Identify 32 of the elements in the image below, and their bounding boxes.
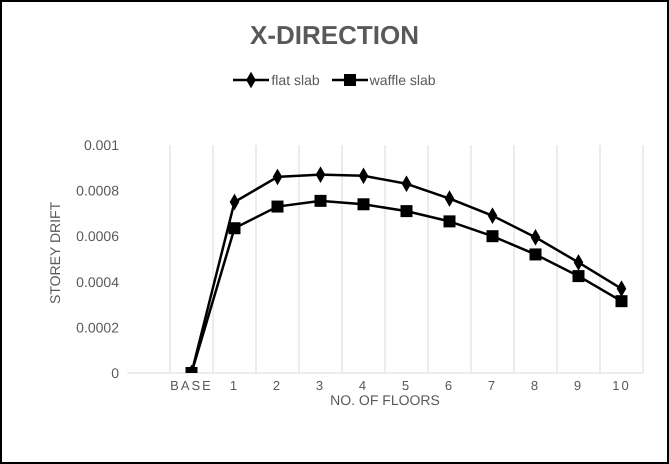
x-tick-label: 5 — [402, 378, 412, 394]
point — [616, 295, 628, 308]
point — [444, 215, 456, 228]
x-axis-title: NO. OF FLOORS — [330, 392, 440, 408]
point — [400, 205, 412, 218]
point — [486, 230, 498, 242]
point — [530, 248, 542, 260]
point — [314, 194, 326, 207]
x-tick-label: 2 — [272, 378, 282, 394]
x-tick-label: BASE — [170, 378, 213, 394]
y-tick-label: 0.0004 — [76, 274, 120, 290]
y-tick-label: 0.0002 — [76, 319, 120, 336]
point — [272, 200, 284, 213]
y-tick-label: 0.001 — [84, 136, 120, 153]
point — [228, 222, 240, 234]
y-tick-label: 0.0008 — [76, 182, 120, 199]
x-tick-label: 7 — [488, 378, 498, 394]
x-tick-label: 10 — [612, 378, 631, 394]
x-tick-label: 6 — [444, 378, 454, 394]
x-tick-label: 9 — [574, 378, 584, 394]
y-axis-title: STOREY DRIFT — [46, 201, 63, 304]
legend-label: waffle slab — [370, 72, 436, 88]
x-tick-label: 3 — [316, 378, 326, 394]
legend-label: flat slab — [271, 72, 320, 88]
x-tick-label: 4 — [358, 378, 368, 394]
x-tick-label: 1 — [230, 378, 240, 394]
chart-title: X-DIRECTION — [249, 20, 420, 51]
y-tick-label: 0.0006 — [76, 228, 120, 244]
point — [358, 198, 370, 210]
y-tick-label: 0 — [111, 364, 120, 381]
x-tick-label: 8 — [530, 378, 540, 394]
point — [572, 270, 584, 282]
